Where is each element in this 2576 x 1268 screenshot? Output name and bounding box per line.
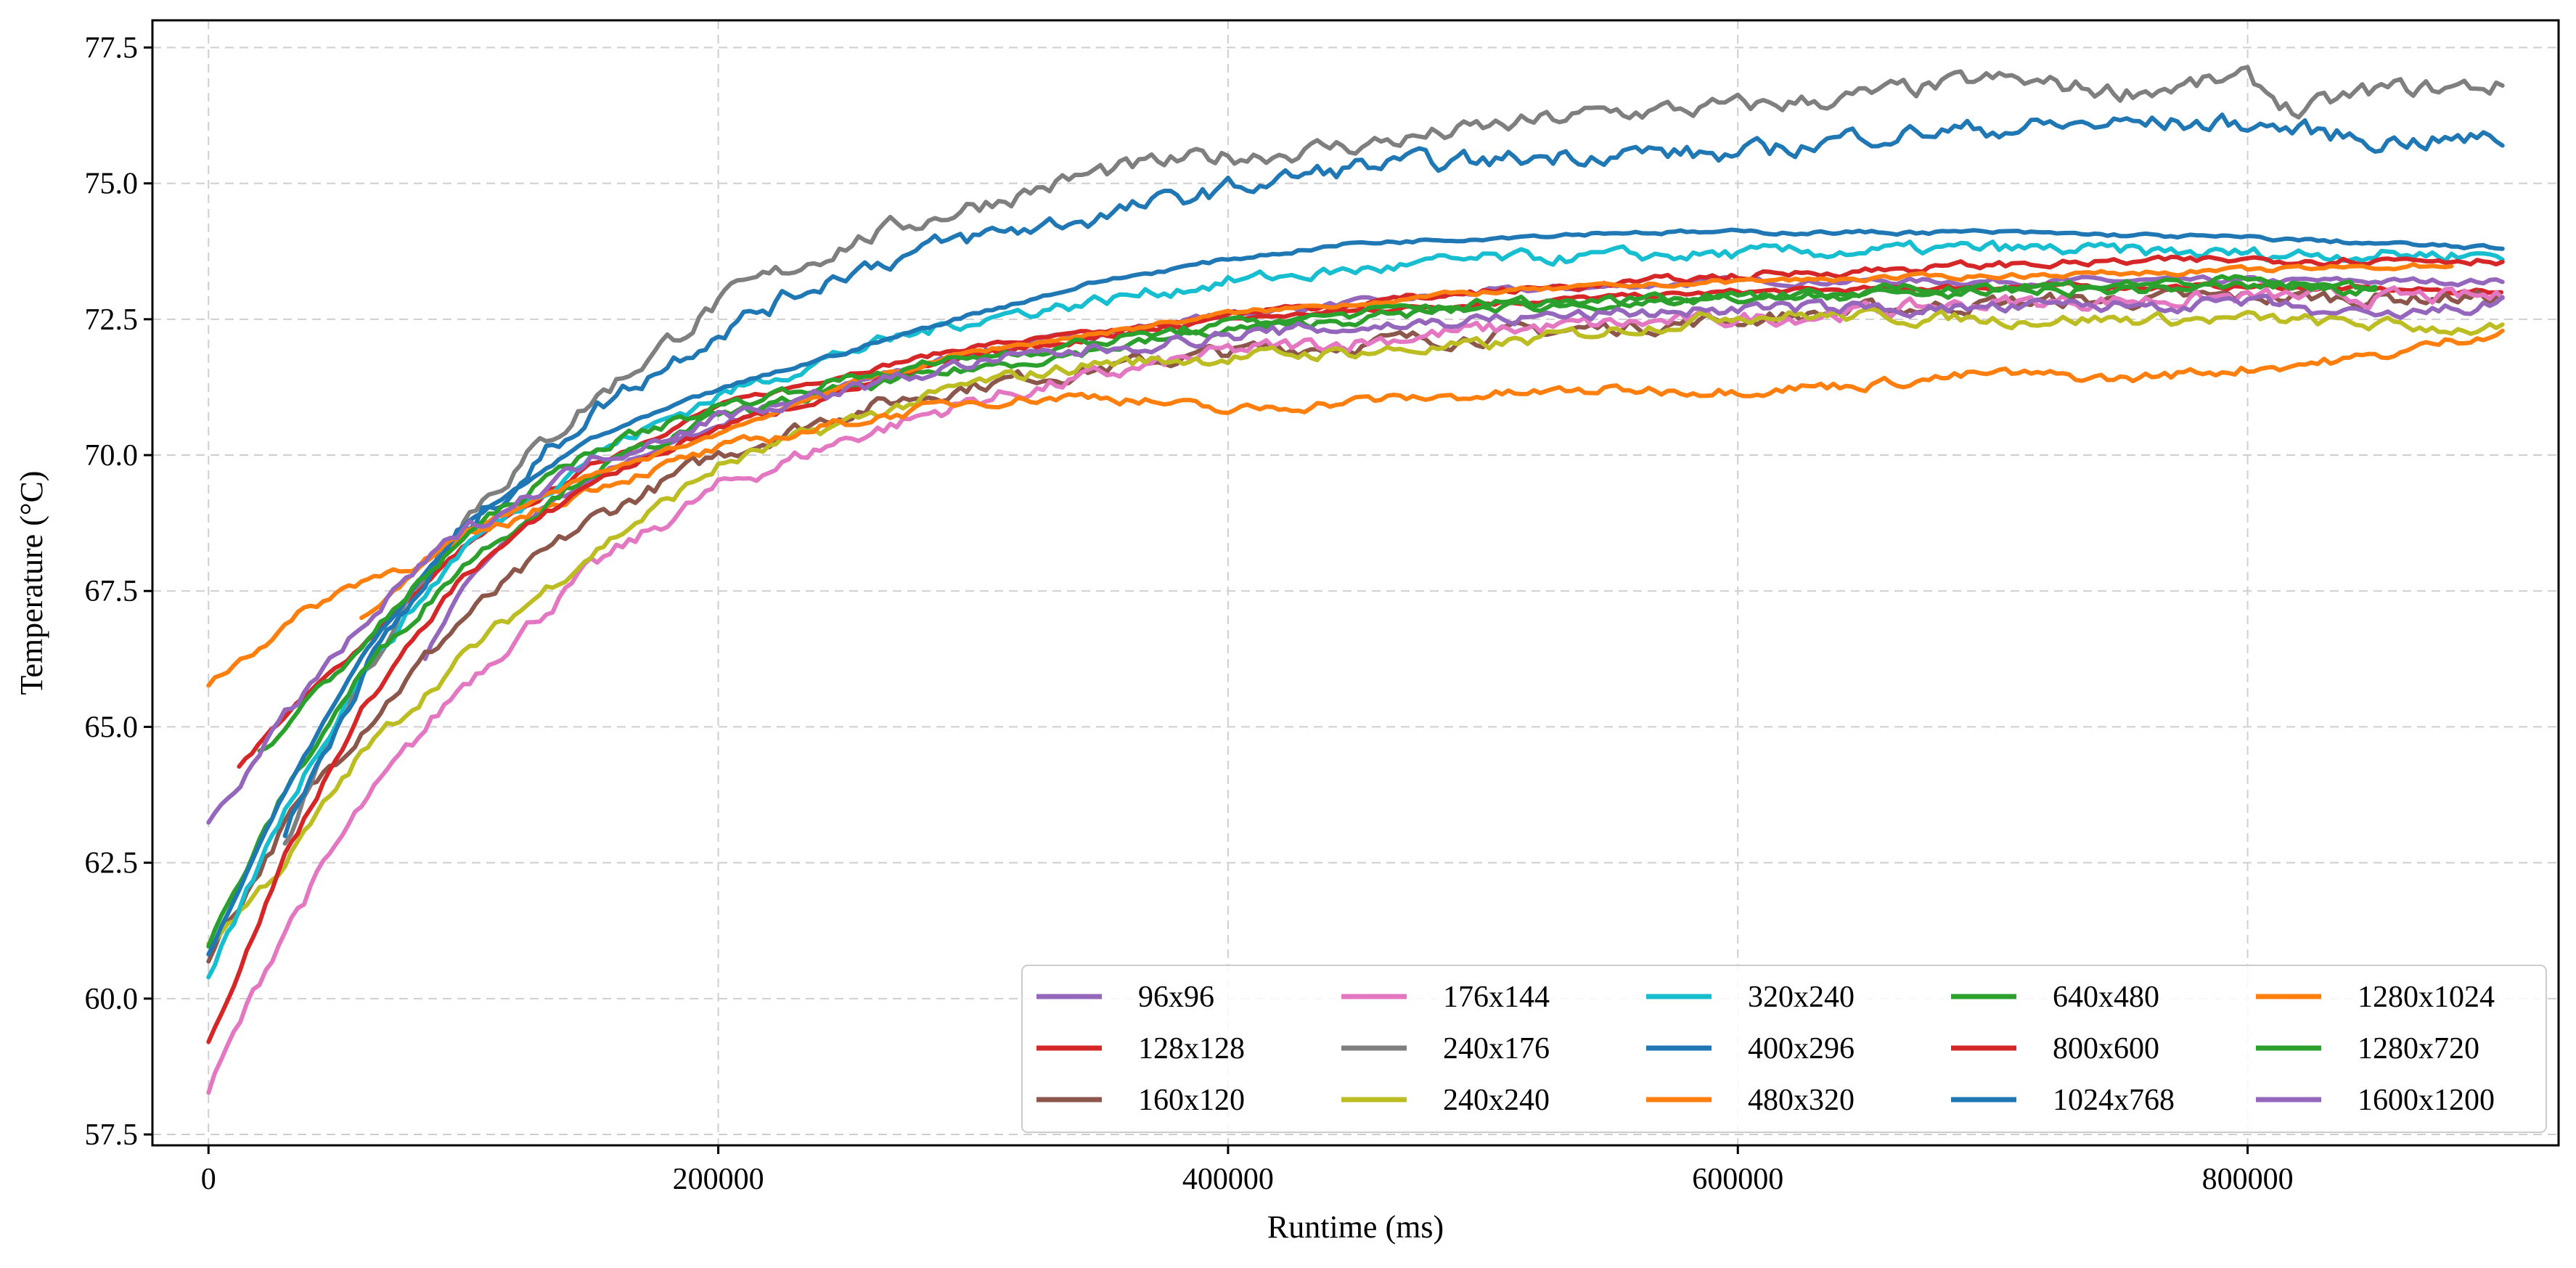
legend-label: 96x96 (1138, 981, 1214, 1014)
series-line-640x480 (206, 279, 2378, 949)
legend-label: 480x320 (1748, 1084, 1855, 1117)
y-axis-title: Temperature (°C) (14, 471, 49, 695)
series-line-1280x1024 (359, 262, 2454, 621)
legend-label: 320x240 (1748, 981, 1855, 1014)
legend-label: 400x296 (1748, 1032, 1855, 1065)
legend-label: 1024x768 (2053, 1084, 2175, 1117)
series-line-240x176 (282, 65, 2505, 846)
y-tick-label: 77.5 (85, 31, 139, 65)
legend-label: 1280x720 (2358, 1032, 2479, 1065)
y-axis: 57.5 60.0 62.5 65.0 67.5 70.0 72.5 75.0 77.5 (85, 31, 152, 1152)
y-tick-label: 62.5 (85, 847, 139, 880)
plot-frame (151, 19, 2560, 1147)
y-tick-label: 65.0 (85, 711, 139, 744)
legend-label: 176x144 (1443, 981, 1550, 1014)
y-tick-label: 70.0 (85, 439, 139, 473)
legend-label: 240x176 (1443, 1032, 1550, 1065)
y-tick-label: 67.5 (85, 575, 139, 608)
series-layer (206, 65, 2505, 1095)
series-line-1600x1200 (206, 293, 2505, 825)
x-axis: 0 200000 400000 600000 800000 (201, 1145, 2294, 1196)
series-line-400x296 (282, 113, 2505, 838)
legend-label: 128x128 (1138, 1032, 1245, 1065)
x-tick-label: 200000 (673, 1163, 764, 1196)
series-line-480x320 (206, 328, 2505, 688)
legend-label: 240x240 (1443, 1084, 1550, 1117)
legend-label: 1280x1024 (2358, 981, 2495, 1014)
series-line-1280x720 (257, 274, 2378, 753)
x-axis-title: Runtime (ms) (1267, 1209, 1444, 1245)
legend-label: 800x600 (2053, 1032, 2159, 1065)
y-tick-label: 57.5 (85, 1118, 139, 1152)
x-tick-label: 600000 (1692, 1163, 1783, 1196)
y-tick-label: 75.0 (85, 168, 139, 201)
y-tick-label: 72.5 (85, 303, 139, 337)
series-line-1024x768 (206, 227, 2505, 957)
legend-label: 160x120 (1138, 1084, 1245, 1117)
series-line-240x240 (206, 306, 2505, 946)
x-tick-label: 0 (201, 1163, 216, 1196)
y-tick-label: 60.0 (85, 983, 139, 1016)
x-tick-label: 800000 (2202, 1163, 2294, 1196)
legend: 96x96 128x128 160x120 176x144 240x176 240x240… (1021, 965, 2547, 1133)
x-tick-label: 400000 (1182, 1163, 1274, 1196)
legend-label: 640x480 (2053, 981, 2159, 1014)
legend-label: 1600x1200 (2358, 1084, 2495, 1117)
legend-box (1021, 965, 2547, 1133)
